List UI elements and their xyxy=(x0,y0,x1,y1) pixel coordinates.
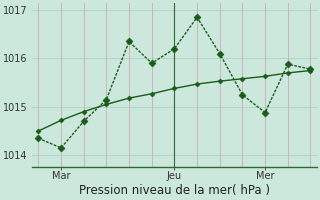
X-axis label: Pression niveau de la mer( hPa ): Pression niveau de la mer( hPa ) xyxy=(79,184,270,197)
